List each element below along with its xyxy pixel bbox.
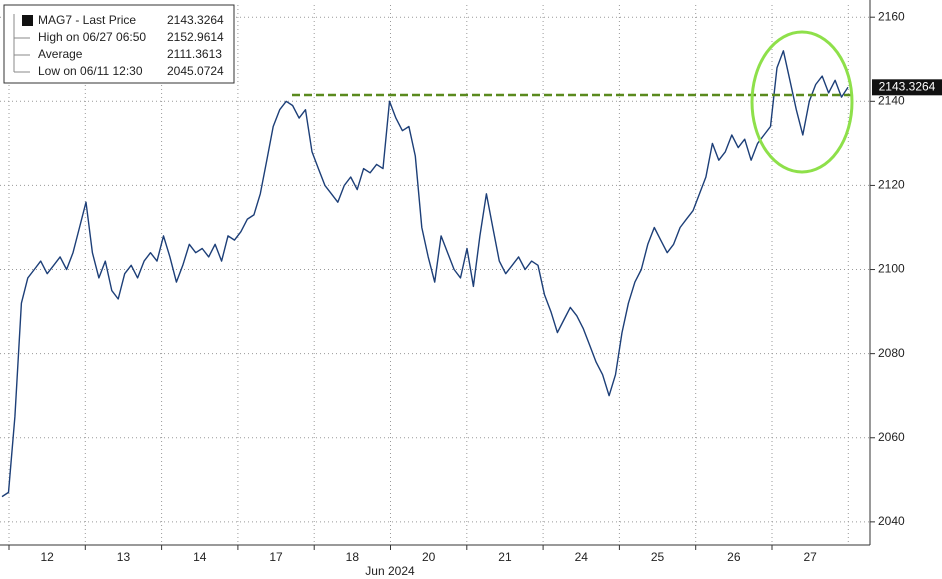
- stat-label: High on 06/27 06:50: [38, 30, 146, 44]
- x-tick-label: 12: [40, 550, 54, 564]
- highlight-circle: [750, 30, 854, 174]
- y-tick-label: 2040: [878, 514, 905, 528]
- x-tick-label: 27: [803, 550, 817, 564]
- y-tick-label: 2120: [878, 178, 905, 192]
- y-tick-label: 2140: [878, 93, 905, 107]
- legend-box: [3, 4, 235, 84]
- y-tick-label: 2100: [878, 262, 905, 276]
- x-tick-label: 26: [727, 550, 741, 564]
- stat-label: Low on 06/11 12:30: [38, 64, 143, 78]
- x-tick-label: 20: [422, 550, 436, 564]
- last-price-label: 2143.3264: [879, 79, 936, 93]
- x-axis-label: Jun 2024: [365, 564, 415, 578]
- legend-swatch: [22, 15, 33, 26]
- legend-label: MAG7 - Last Price: [38, 13, 136, 27]
- y-tick-label: 2060: [878, 430, 905, 444]
- x-tick-label: 21: [498, 550, 512, 564]
- x-tick-label: 25: [651, 550, 665, 564]
- x-tick-label: 13: [117, 550, 131, 564]
- stat-value: 2152.9614: [167, 30, 224, 44]
- x-tick-label: 17: [269, 550, 283, 564]
- stat-value: 2111.3613: [167, 47, 222, 61]
- y-tick-label: 2080: [878, 346, 905, 360]
- stat-label: Average: [38, 47, 83, 61]
- legend-value: 2143.3264: [167, 13, 224, 27]
- x-tick-label: 18: [346, 550, 360, 564]
- price-line: [1, 50, 849, 498]
- legend: MAG7 - Last Price 2143.3264 High on 06/27 …: [3, 4, 235, 84]
- x-tick-label: 14: [193, 550, 207, 564]
- stat-value: 2045.0724: [167, 64, 224, 78]
- y-tick-label: 2160: [878, 9, 905, 23]
- last-price-tag: [872, 79, 942, 96]
- x-tick-label: 24: [575, 550, 589, 564]
